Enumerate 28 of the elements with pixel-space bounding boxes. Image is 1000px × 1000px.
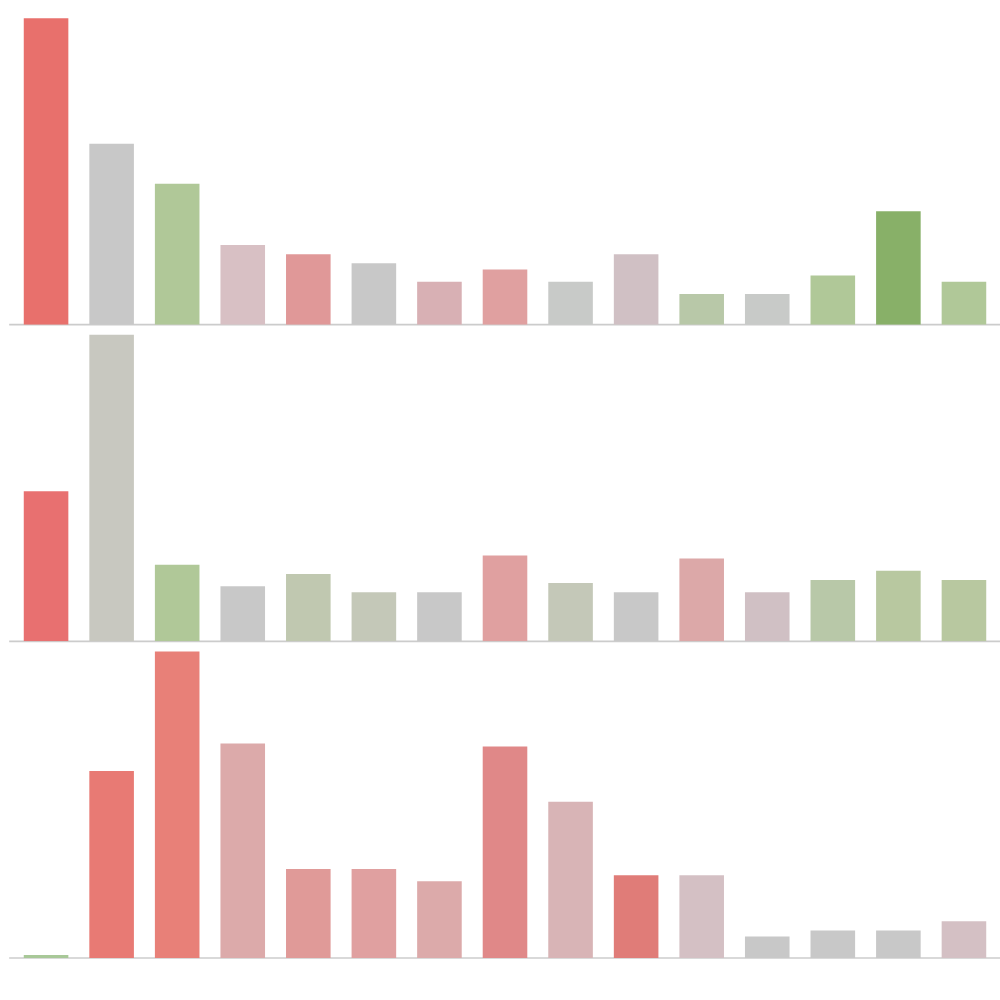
bar bbox=[351, 592, 397, 642]
bar bbox=[548, 583, 593, 642]
bar bbox=[417, 281, 462, 325]
bar bbox=[154, 183, 200, 325]
bar bbox=[679, 558, 724, 642]
bar bbox=[286, 869, 331, 958]
bar bbox=[613, 875, 659, 958]
bar bbox=[286, 254, 331, 325]
bar bbox=[482, 269, 528, 325]
bar bbox=[286, 573, 331, 642]
bar bbox=[23, 491, 69, 642]
bar bbox=[220, 743, 266, 958]
bar bbox=[482, 746, 528, 958]
bar bbox=[89, 771, 134, 958]
bar bbox=[810, 580, 856, 642]
bar bbox=[941, 281, 987, 325]
bar bbox=[548, 801, 593, 958]
bar bbox=[351, 869, 397, 958]
bar bbox=[417, 881, 462, 958]
bar bbox=[23, 18, 69, 325]
bar bbox=[679, 294, 724, 325]
bar bbox=[154, 651, 200, 958]
bar bbox=[876, 570, 921, 642]
bar bbox=[876, 211, 921, 325]
bar bbox=[154, 564, 200, 642]
bar bbox=[482, 555, 528, 642]
bar bbox=[941, 580, 987, 642]
bar bbox=[810, 275, 856, 325]
